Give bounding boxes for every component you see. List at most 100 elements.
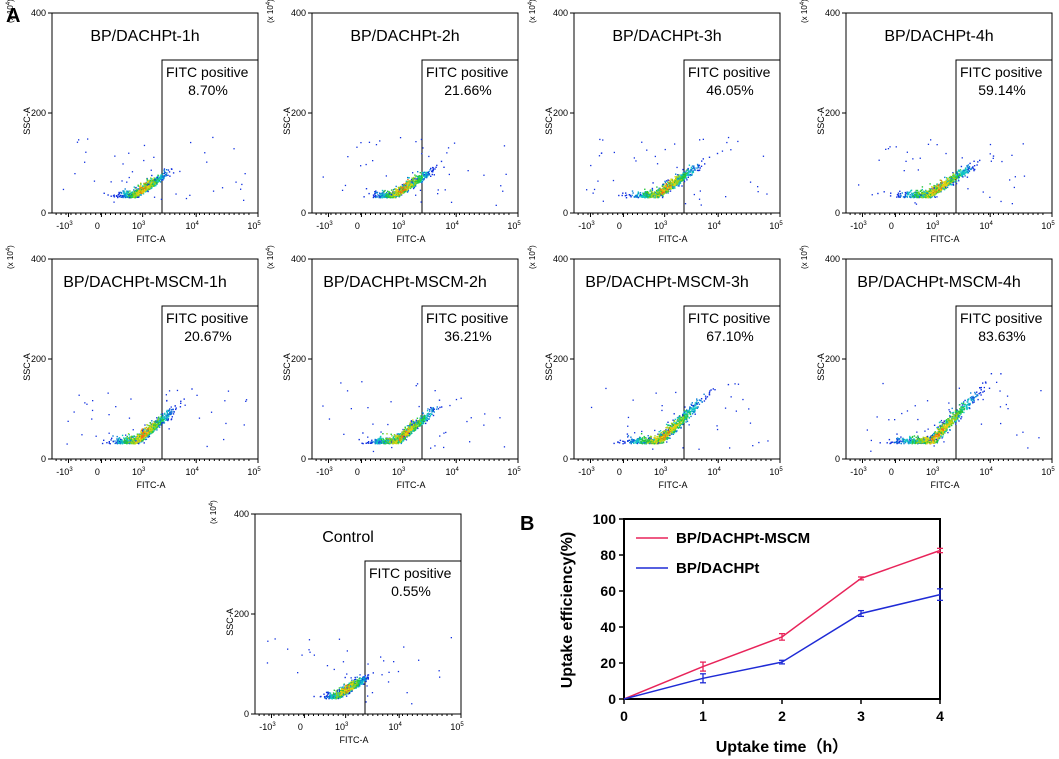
event-point <box>698 198 701 200</box>
event-point <box>432 167 435 169</box>
event-point <box>642 195 644 197</box>
event-point <box>1011 154 1013 156</box>
event-point <box>409 186 412 189</box>
event-point <box>360 165 362 167</box>
event-point <box>677 183 679 185</box>
event-point <box>657 192 660 194</box>
event-point <box>147 431 150 433</box>
event-point <box>144 433 146 435</box>
event-point <box>904 195 907 197</box>
event-point <box>674 180 677 182</box>
event-point <box>157 175 159 178</box>
event-point <box>401 186 403 189</box>
event-point <box>921 188 923 191</box>
event-point <box>137 438 140 440</box>
event-point <box>701 160 703 162</box>
event-point <box>143 442 145 444</box>
event-point <box>372 196 375 199</box>
event-point <box>688 170 690 173</box>
event-point <box>408 184 410 186</box>
event-point <box>151 184 153 186</box>
event-point <box>914 191 916 194</box>
event-point <box>154 424 156 426</box>
event-point <box>921 192 923 195</box>
event-point <box>144 185 147 187</box>
event-point <box>659 194 661 197</box>
event-point <box>381 193 383 195</box>
event-point <box>687 174 689 176</box>
event-point <box>403 183 405 185</box>
event-point <box>365 163 367 166</box>
event-point <box>118 442 120 444</box>
event-point <box>597 180 599 182</box>
event-point <box>144 183 146 185</box>
event-point <box>920 195 922 197</box>
event-point <box>612 179 615 182</box>
event-point <box>392 193 394 195</box>
event-point <box>674 183 677 185</box>
event-point <box>656 194 658 196</box>
event-point <box>163 422 166 424</box>
event-point <box>156 417 158 419</box>
x-tick-exp: 3 <box>402 221 406 227</box>
event-point <box>698 169 700 172</box>
event-point <box>413 177 415 180</box>
event-point <box>389 195 391 197</box>
event-point <box>631 194 633 197</box>
event-point <box>684 175 686 177</box>
x-tick-label: 105 <box>247 467 261 477</box>
event-point <box>146 183 149 185</box>
event-point <box>125 437 128 440</box>
event-point <box>148 182 150 184</box>
event-point <box>150 177 152 179</box>
event-point <box>671 184 674 186</box>
event-point <box>147 187 149 189</box>
event-point <box>912 194 914 197</box>
event-point <box>925 191 928 193</box>
event-point <box>628 194 630 196</box>
event-point <box>149 187 151 190</box>
event-point <box>647 193 649 196</box>
event-point <box>132 436 135 438</box>
event-point <box>939 191 941 193</box>
event-point <box>912 158 914 160</box>
y-tick-label: 0 <box>41 454 46 464</box>
x-tick-base: 10 <box>654 221 664 231</box>
event-point <box>932 187 934 190</box>
event-point <box>409 187 412 190</box>
event-point <box>160 174 162 176</box>
event-point <box>398 190 400 193</box>
event-point <box>171 408 173 411</box>
event-point <box>393 195 395 198</box>
x-tick-exp: 3 <box>69 467 73 473</box>
event-point <box>941 182 943 184</box>
panel-label-a: A <box>6 5 20 27</box>
event-point <box>116 441 118 443</box>
event-point <box>968 170 971 172</box>
event-point <box>910 190 912 192</box>
event-point <box>948 180 950 182</box>
y-multiplier-base: (x 10 <box>800 5 809 23</box>
event-point <box>139 433 141 435</box>
x-tick-label: 105 <box>1041 221 1055 231</box>
event-point <box>691 165 694 167</box>
gate-box <box>161 59 259 214</box>
event-point <box>637 191 639 193</box>
event-point <box>930 139 932 141</box>
event-point <box>421 171 424 174</box>
event-point <box>163 175 165 178</box>
event-point <box>664 148 666 151</box>
event-point <box>172 408 174 411</box>
event-point <box>113 196 116 198</box>
event-point <box>652 182 654 184</box>
y-multiplier: (x 104) <box>528 0 537 23</box>
gate-percent: 20.67% <box>184 328 231 344</box>
event-point <box>121 434 124 437</box>
event-point <box>689 170 691 172</box>
event-point <box>110 195 112 197</box>
event-point <box>678 175 680 177</box>
event-point <box>667 187 670 190</box>
event-point <box>160 177 162 179</box>
event-point <box>934 191 936 193</box>
event-point <box>911 194 913 196</box>
